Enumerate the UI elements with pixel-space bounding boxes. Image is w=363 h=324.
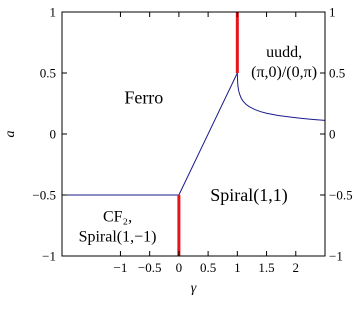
x-tick-label-2: 0 (176, 260, 183, 275)
y-axis-label: a (3, 131, 18, 138)
y-tick-label-left-2: 0 (50, 127, 57, 142)
y-tick-label-right-2: 0 (329, 127, 336, 142)
phase-boundary-1 (178, 72, 238, 196)
x-tick-label-5: 1.5 (258, 260, 274, 275)
region-label-uudd-line-1: (π,0)/(0,π) (251, 64, 317, 81)
region-label-ferro-line-0: Ferro (124, 87, 163, 107)
tick-labels: −1 −0.5 0 0.5 1 1.5 2 −1 −0.5 0 0.5 1 −1 −0.5 0 0.5 1 (32, 5, 352, 276)
x-tick-label-1: −0.5 (138, 260, 162, 275)
y-tick-label-left-1: −0.5 (32, 188, 56, 203)
region-label-ferro: Ferro (124, 87, 163, 107)
y-tick-label-left-3: 0.5 (40, 66, 56, 81)
region-label-uudd-line-0: uudd, (266, 44, 302, 61)
y-tick-label-right-0: −1 (329, 249, 343, 264)
region-label-cf2-line-1: Spiral(1,−1) (79, 229, 157, 246)
phase-boundary-2 (236, 72, 326, 121)
y-tick-label-right-4: 1 (329, 5, 336, 20)
x-tick-label-0: −1 (114, 260, 128, 275)
region-label-cf2: CF₂, Spiral(1,−1) (79, 209, 157, 246)
region-label-spiral11: Spiral(1,1) (210, 185, 287, 206)
region-label-spiral11-line-0: Spiral(1,1) (210, 185, 287, 206)
x-tick-label-6: 2 (293, 260, 300, 275)
x-axis-label: γ (191, 281, 197, 296)
y-tick-label-right-1: −0.5 (329, 188, 353, 203)
y-tick-label-left-4: 1 (50, 5, 57, 20)
region-label-cf2-line-0: CF₂, (103, 209, 132, 226)
region-label-uudd: uudd, (π,0)/(0,π) (251, 44, 317, 81)
y-tick-label-left-0: −1 (42, 249, 56, 264)
ticks (62, 11, 325, 257)
boundary-lines (62, 12, 326, 256)
x-tick-label-3: 0.5 (200, 260, 216, 275)
x-tick-label-4: 1 (234, 260, 241, 275)
region-labels: Ferro uudd, (π,0)/(0,π) Spiral(1,1) CF₂, Spir… (79, 44, 317, 246)
y-tick-label-right-3: 0.5 (329, 66, 345, 81)
